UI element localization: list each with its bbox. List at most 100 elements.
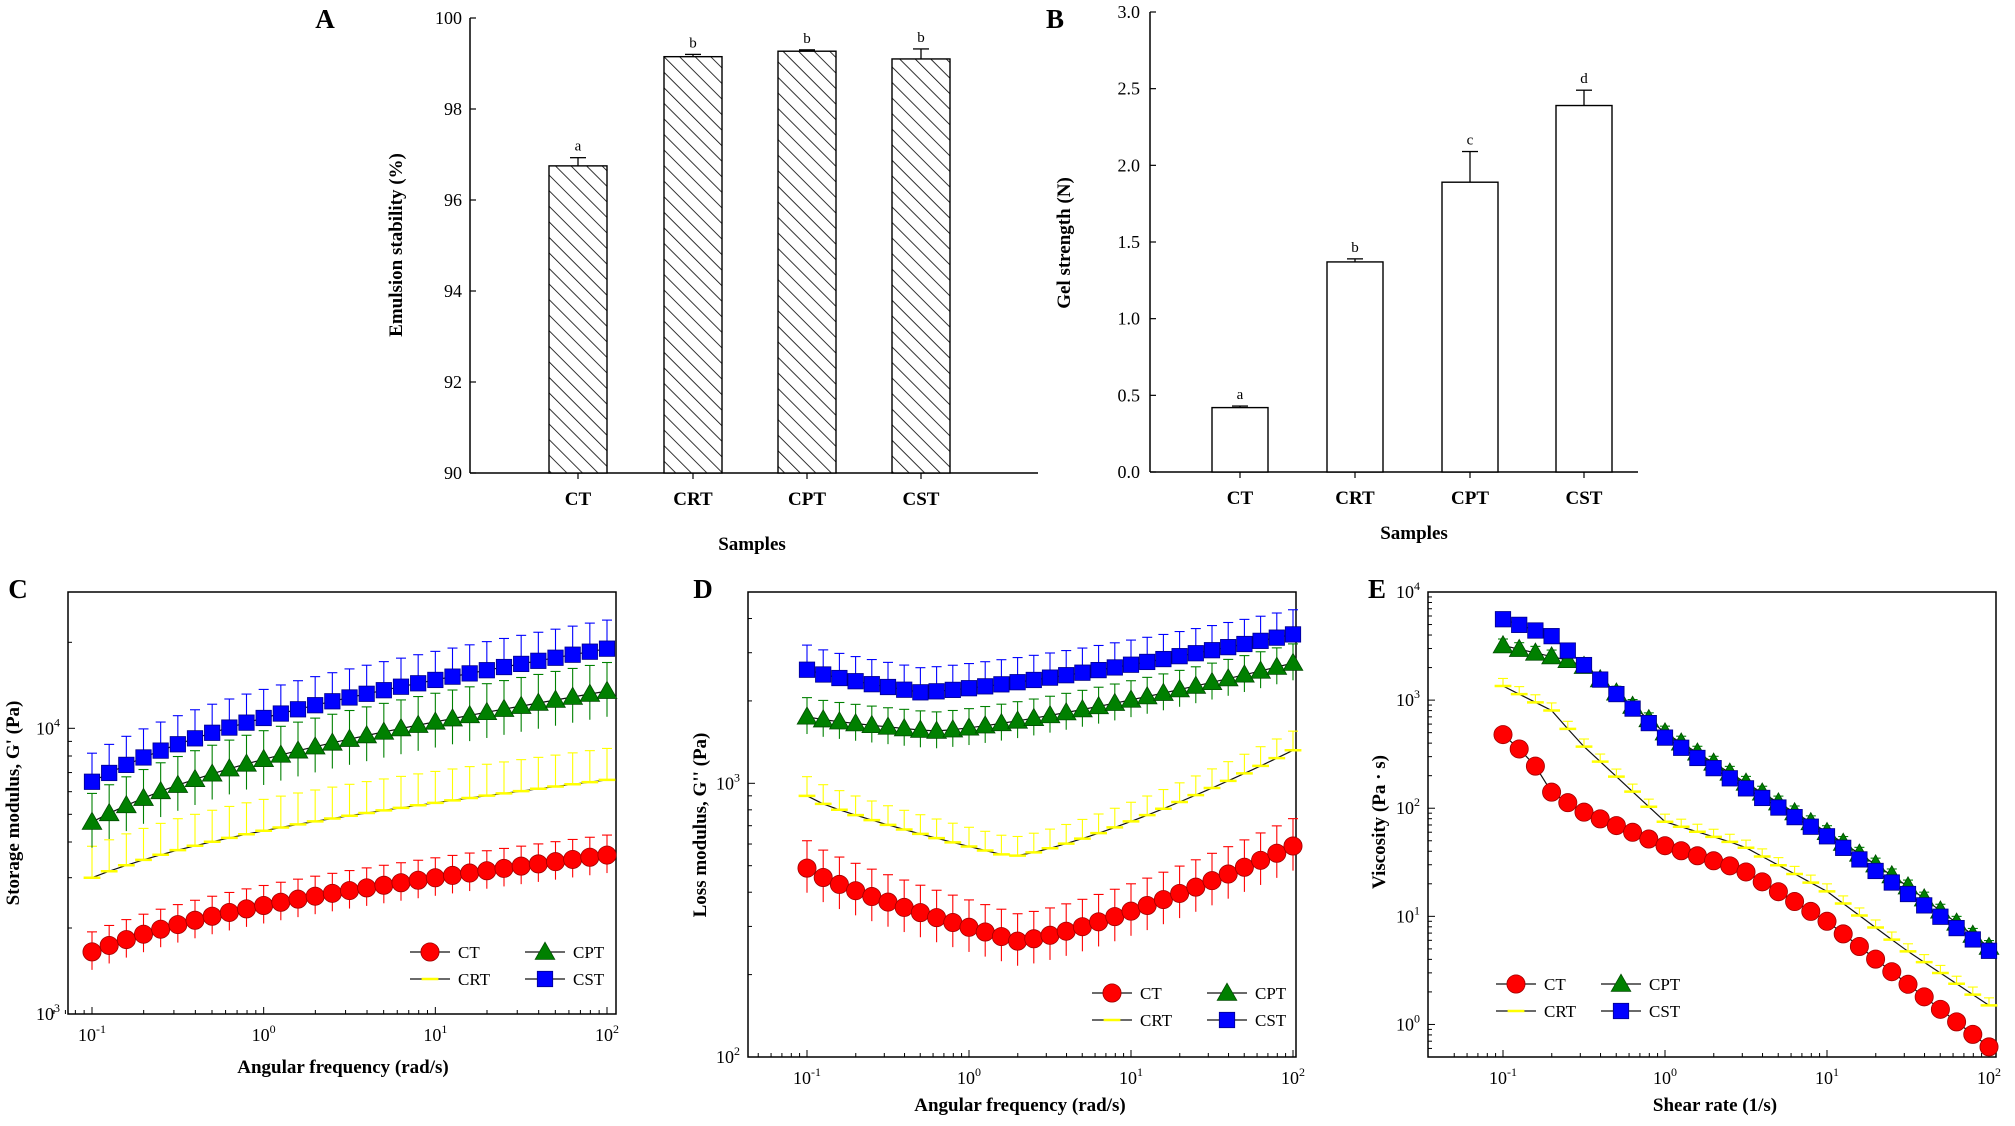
data-point-triangle: [861, 714, 883, 734]
y-tick-label: 94: [444, 281, 462, 301]
y-tick-label: 3.0: [1118, 2, 1141, 22]
data-point-square: [1721, 770, 1738, 787]
data-point-triangle: [1201, 671, 1223, 691]
data-point-square: [427, 671, 444, 689]
legend-label: CPT: [1649, 975, 1681, 994]
data-point-square: [101, 764, 118, 782]
tick-base: 10: [423, 1025, 441, 1045]
data-point-triangle: [218, 758, 240, 777]
tick-base: 10: [1396, 582, 1414, 602]
data-point-triangle: [304, 736, 326, 755]
data-point-square: [1948, 919, 1965, 937]
data-point-square: [1218, 1011, 1236, 1029]
data-point-square: [461, 665, 478, 682]
bar-crt: [1326, 261, 1384, 473]
x-axis-label: Angular frequency (rad/s): [237, 1057, 448, 1078]
data-point-square: [152, 742, 169, 759]
tick-base: 10: [595, 1025, 613, 1045]
tick-exponent: 0: [1671, 1065, 1677, 1079]
data-point-square: [1058, 667, 1075, 684]
data-point-triangle: [184, 768, 206, 788]
data-point-circle: [133, 924, 153, 944]
data-point-circle: [391, 873, 411, 893]
data-point-triangle: [562, 686, 584, 705]
data-point-triangle: [98, 802, 120, 822]
x-tick-label: 10-1: [793, 1065, 821, 1088]
tick-base: 10: [1281, 1068, 1299, 1088]
data-point-triangle: [974, 715, 996, 734]
data-point-circle: [1186, 877, 1206, 897]
data-point-triangle: [1120, 689, 1142, 708]
data-point-triangle: [1169, 678, 1191, 698]
data-point-square: [444, 668, 461, 685]
bar-cpt: [1441, 181, 1499, 473]
data-point-triangle: [373, 721, 395, 740]
x-tick-labels: CT CRT CPT CST: [565, 473, 940, 510]
data-point-square: [1220, 639, 1237, 656]
category-label-crt: CRT: [673, 489, 713, 510]
data-point-square: [863, 676, 880, 693]
series-crt: [798, 730, 1302, 857]
data-point-triangle: [1282, 652, 1304, 671]
series-cpt: [81, 661, 618, 848]
significance-letter-ct: a: [1237, 387, 1244, 403]
data-point-square: [1009, 674, 1026, 691]
tick-base: 10: [1489, 1068, 1507, 1088]
data-point-circle: [1234, 857, 1254, 877]
data-point-circle: [99, 935, 119, 955]
data-point-circle: [460, 863, 480, 883]
legend-item-cst: CST: [1601, 1002, 1681, 1021]
data-series: [81, 619, 618, 970]
data-point-circle: [420, 942, 440, 962]
data-point-triangle: [287, 740, 309, 759]
data-point-triangle: [1524, 642, 1546, 661]
y-tick-label: 90: [444, 463, 462, 483]
data-point-circle: [1590, 809, 1610, 829]
data-point-circle: [82, 942, 102, 962]
x-tick-label: 100: [1653, 1065, 1677, 1088]
x-tick-label: 10-1: [78, 1022, 106, 1045]
x-tick-label: 102: [595, 1022, 619, 1045]
data-point-square: [1155, 650, 1172, 668]
data-point-circle: [1509, 739, 1529, 759]
data-point-triangle: [942, 719, 964, 738]
data-point-circle: [477, 861, 497, 881]
data-point-triangle: [828, 711, 850, 730]
data-point-triangle: [1152, 682, 1174, 701]
data-point-square: [135, 749, 152, 766]
data-point-square: [1656, 729, 1674, 746]
data-point-circle: [1687, 846, 1707, 866]
tick-base: 10: [1977, 1068, 1995, 1088]
data-point-square: [1754, 789, 1771, 807]
legend-item-cpt: CPT: [1601, 973, 1681, 994]
data-point-square: [1899, 885, 1917, 903]
data-point-circle: [1267, 843, 1287, 863]
data-point-circle: [1704, 851, 1724, 871]
data-point-circle: [511, 856, 531, 876]
data-point-square: [581, 643, 598, 660]
data-point-square: [1575, 656, 1593, 674]
data-point-triangle: [459, 704, 481, 724]
data-point-square: [1818, 828, 1836, 845]
tick-base: 10: [716, 1047, 734, 1067]
y-axis-label: Gel strength (N): [1054, 177, 1075, 309]
series-crt: [83, 747, 616, 879]
tick-exponent: 3: [734, 770, 740, 784]
data-point-circle: [829, 874, 849, 894]
x-tick-label: 101: [1119, 1065, 1143, 1088]
bar-cpt: [777, 50, 837, 474]
bar-crt: [663, 55, 723, 474]
data-point-square: [341, 689, 358, 706]
tick-base: 10: [1653, 1068, 1671, 1088]
data-point-circle: [1736, 862, 1756, 882]
tick-exponent: 4: [1414, 579, 1420, 593]
tick-base: 10: [36, 1004, 54, 1024]
tick-exponent: -1: [96, 1022, 106, 1036]
data-point-circle: [1801, 901, 1821, 921]
y-axis-label: Storage modulus, G' (Pa): [3, 701, 24, 906]
data-point-square: [1624, 700, 1641, 717]
data-point-circle: [580, 847, 600, 867]
data-point-circle: [546, 852, 566, 872]
data-point-circle: [1752, 872, 1772, 892]
data-point-circle: [219, 902, 239, 922]
